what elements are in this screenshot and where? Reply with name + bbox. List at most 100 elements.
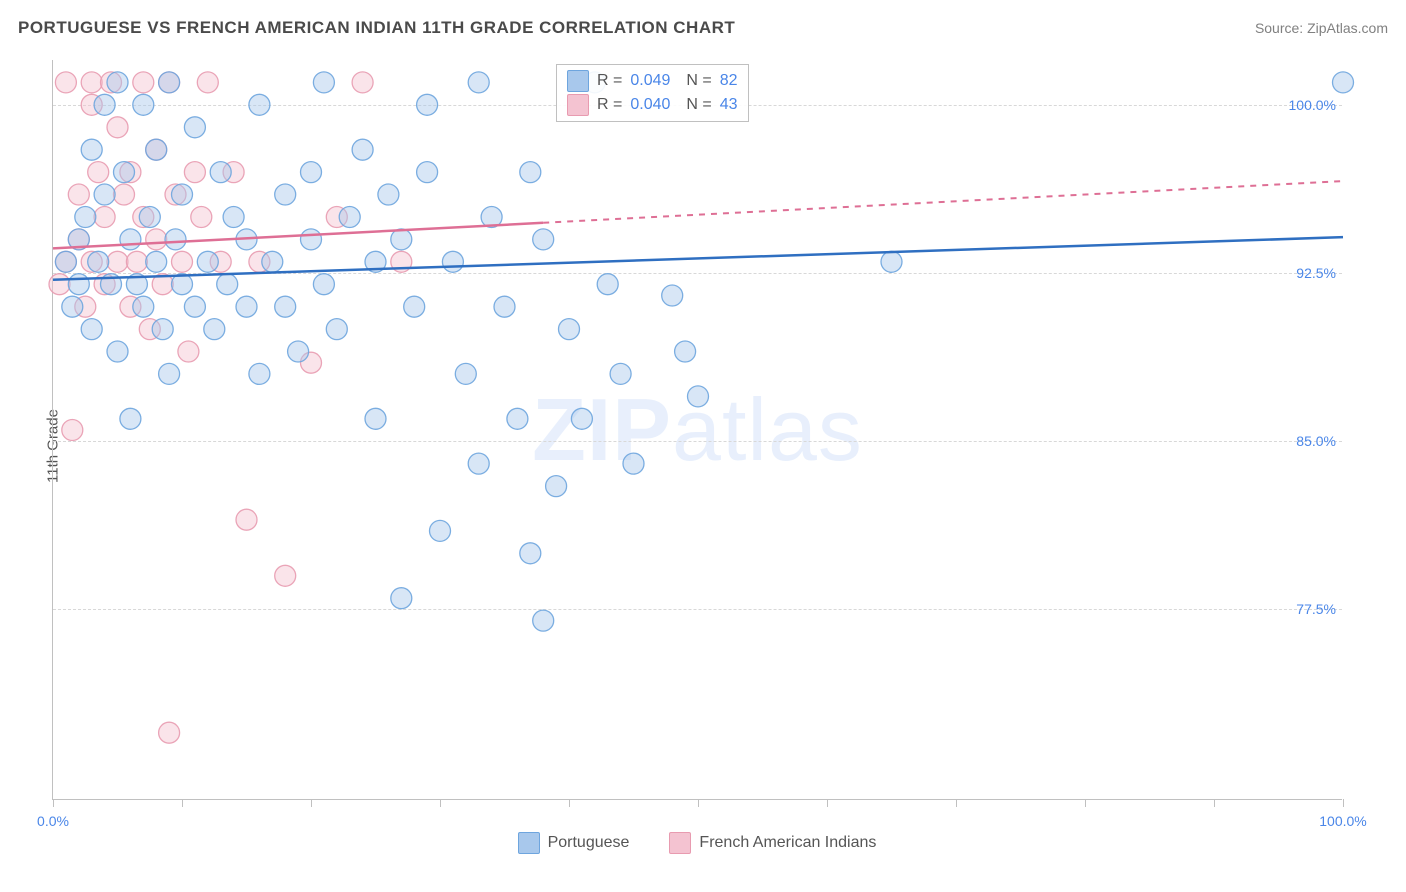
scatter-point-french_ai — [114, 184, 135, 205]
scatter-point-portuguese — [404, 296, 425, 317]
x-tick — [440, 799, 441, 807]
scatter-point-french_ai — [81, 72, 102, 93]
bottom-legend-swatch-french-ai — [669, 832, 691, 854]
scatter-point-portuguese — [881, 251, 902, 272]
scatter-point-portuguese — [326, 319, 347, 340]
scatter-point-portuguese — [442, 251, 463, 272]
source-label: Source: ZipAtlas.com — [1255, 20, 1388, 36]
scatter-point-french_ai — [68, 184, 89, 205]
stat-n-value-1: 43 — [720, 93, 738, 117]
scatter-point-portuguese — [1333, 72, 1354, 93]
scatter-point-french_ai — [126, 251, 147, 272]
scatter-point-portuguese — [184, 117, 205, 138]
scatter-point-portuguese — [546, 476, 567, 497]
scatter-point-portuguese — [249, 94, 270, 115]
scatter-point-portuguese — [62, 296, 83, 317]
scatter-point-portuguese — [94, 94, 115, 115]
chart-title: PORTUGUESE VS FRENCH AMERICAN INDIAN 11T… — [18, 18, 735, 38]
scatter-point-portuguese — [417, 94, 438, 115]
scatter-point-portuguese — [68, 274, 89, 295]
scatter-point-portuguese — [81, 319, 102, 340]
bottom-legend-swatch-portuguese — [518, 832, 540, 854]
scatter-point-french_ai — [133, 72, 154, 93]
stat-n-label: N = — [686, 93, 711, 117]
scatter-point-portuguese — [675, 341, 696, 362]
scatter-point-french_ai — [107, 251, 128, 272]
scatter-point-portuguese — [455, 363, 476, 384]
scatter-point-portuguese — [159, 363, 180, 384]
scatter-point-portuguese — [275, 184, 296, 205]
x-tick — [182, 799, 183, 807]
scatter-point-portuguese — [75, 207, 96, 228]
scatter-point-portuguese — [468, 453, 489, 474]
scatter-point-portuguese — [210, 162, 231, 183]
scatter-point-portuguese — [114, 162, 135, 183]
scatter-point-french_ai — [197, 72, 218, 93]
scatter-point-portuguese — [249, 363, 270, 384]
x-tick — [1085, 799, 1086, 807]
x-tick — [698, 799, 699, 807]
scatter-point-french_ai — [55, 72, 76, 93]
stat-r-label: R = — [597, 69, 622, 93]
scatter-point-french_ai — [159, 722, 180, 743]
scatter-point-portuguese — [275, 296, 296, 317]
x-tick — [569, 799, 570, 807]
x-tick-label: 100.0% — [1319, 813, 1366, 829]
scatter-point-portuguese — [288, 341, 309, 362]
scatter-point-portuguese — [610, 363, 631, 384]
bottom-legend-item-french-ai: French American Indians — [669, 832, 876, 854]
legend-swatch-portuguese — [567, 70, 589, 92]
scatter-point-french_ai — [275, 565, 296, 586]
scatter-point-french_ai — [172, 251, 193, 272]
bottom-legend: Portuguese French American Indians — [52, 832, 1342, 854]
stat-r-value-0: 0.049 — [630, 69, 670, 93]
scatter-point-portuguese — [223, 207, 244, 228]
regression-line-dashed-french_ai — [543, 181, 1343, 223]
scatter-point-portuguese — [133, 296, 154, 317]
bottom-legend-label-0: Portuguese — [548, 834, 630, 852]
scatter-svg — [53, 60, 1342, 799]
scatter-point-portuguese — [146, 251, 167, 272]
scatter-point-portuguese — [262, 251, 283, 272]
scatter-point-portuguese — [120, 408, 141, 429]
bottom-legend-item-portuguese: Portuguese — [518, 832, 630, 854]
scatter-point-french_ai — [107, 117, 128, 138]
scatter-point-portuguese — [533, 229, 554, 250]
stat-r-value-1: 0.040 — [630, 93, 670, 117]
plot-area: ZIPatlas 77.5%85.0%92.5%100.0% 0.0%100.0… — [52, 60, 1342, 800]
scatter-point-portuguese — [507, 408, 528, 429]
scatter-point-french_ai — [49, 274, 70, 295]
scatter-point-portuguese — [520, 543, 541, 564]
scatter-point-portuguese — [520, 162, 541, 183]
scatter-point-portuguese — [236, 296, 257, 317]
bottom-legend-label-1: French American Indians — [699, 834, 876, 852]
stat-r-label: R = — [597, 93, 622, 117]
scatter-point-portuguese — [94, 184, 115, 205]
chart-header: PORTUGUESE VS FRENCH AMERICAN INDIAN 11T… — [18, 18, 1388, 38]
scatter-point-portuguese — [417, 162, 438, 183]
scatter-point-portuguese — [172, 184, 193, 205]
stats-row-1: R = 0.040 N = 43 — [567, 93, 738, 117]
scatter-point-portuguese — [159, 72, 180, 93]
x-tick — [1214, 799, 1215, 807]
scatter-point-portuguese — [301, 229, 322, 250]
scatter-point-portuguese — [107, 341, 128, 362]
scatter-point-portuguese — [197, 251, 218, 272]
scatter-point-portuguese — [688, 386, 709, 407]
scatter-point-portuguese — [313, 72, 334, 93]
scatter-point-portuguese — [184, 296, 205, 317]
scatter-point-portuguese — [430, 520, 451, 541]
scatter-point-french_ai — [94, 207, 115, 228]
x-tick — [956, 799, 957, 807]
stat-n-value-0: 82 — [720, 69, 738, 93]
stat-n-label: N = — [686, 69, 711, 93]
scatter-point-portuguese — [81, 139, 102, 160]
scatter-point-portuguese — [662, 285, 683, 306]
scatter-point-portuguese — [391, 229, 412, 250]
stats-legend: R = 0.049 N = 82 R = 0.040 N = 43 — [556, 64, 749, 122]
scatter-point-portuguese — [597, 274, 618, 295]
scatter-point-portuguese — [88, 251, 109, 272]
scatter-point-portuguese — [559, 319, 580, 340]
scatter-point-french_ai — [352, 72, 373, 93]
scatter-point-portuguese — [204, 319, 225, 340]
